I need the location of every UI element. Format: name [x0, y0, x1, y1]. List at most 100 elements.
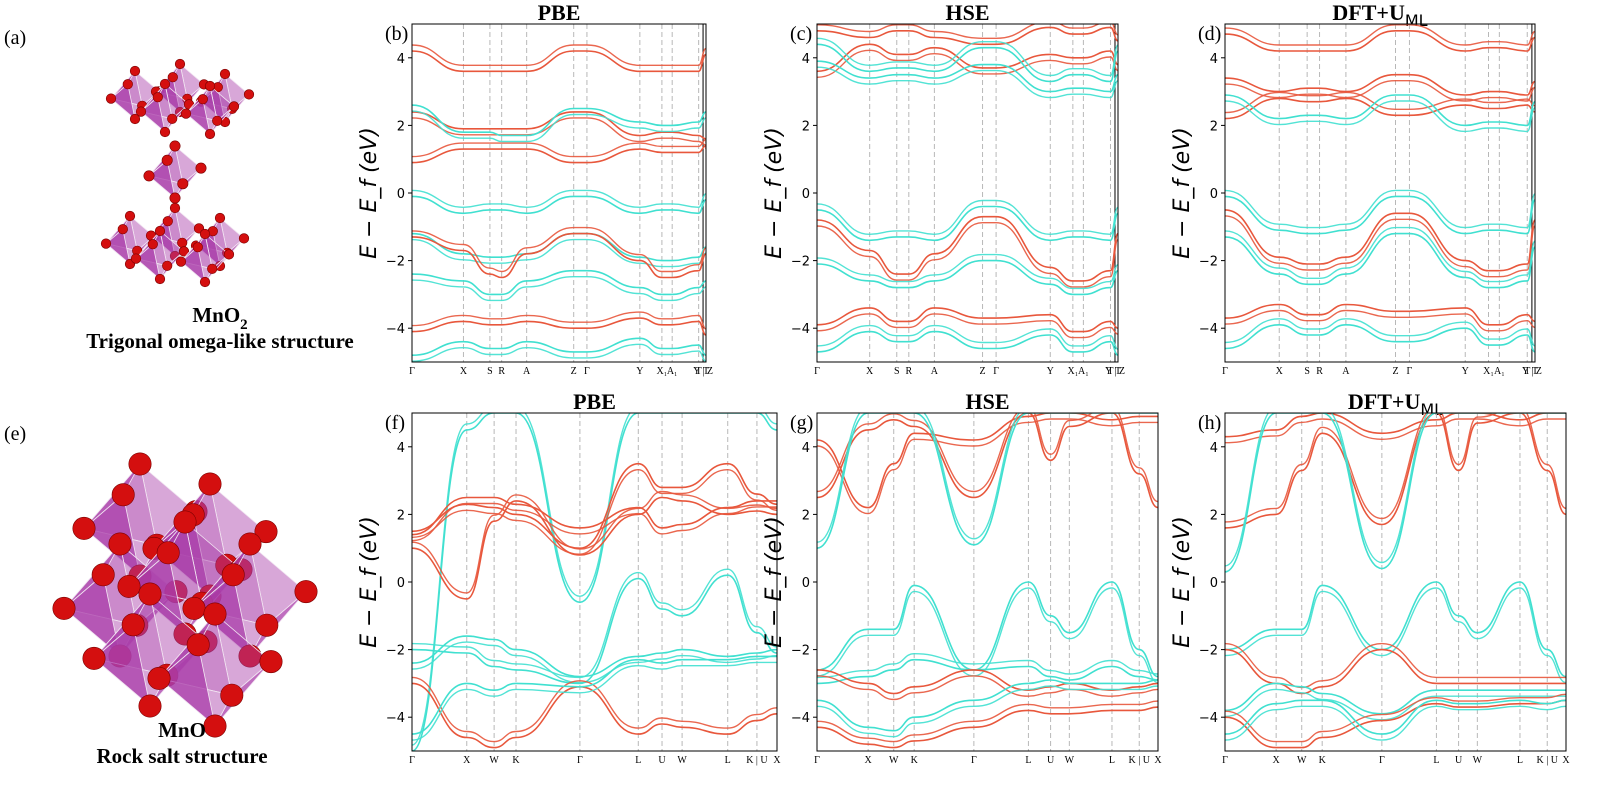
- y-tick-label: −4: [1199, 711, 1218, 726]
- band-down-5-b: [817, 652, 1158, 679]
- kpoint-label: A₁: [667, 366, 678, 377]
- band-lines: [1225, 413, 1566, 749]
- mno2-structure-caption: Trigonal omega-like structure: [86, 329, 354, 353]
- kpoint-label: Γ: [814, 755, 820, 766]
- oxygen-atom: [238, 233, 250, 244]
- oxygen-atom: [228, 101, 240, 112]
- panel-label: (g): [790, 412, 813, 434]
- oxygen-atom: [223, 249, 235, 260]
- y-tick-label: −2: [386, 255, 405, 270]
- y-tick-label: −2: [386, 644, 405, 659]
- oxygen-atom: [159, 78, 171, 90]
- oxygen-atom: [214, 212, 226, 224]
- kpoint-label: U: [1047, 755, 1055, 766]
- kpoint-label: X: [460, 366, 468, 377]
- oxygen-atom: [108, 532, 132, 556]
- oxygen-atom: [203, 714, 227, 738]
- y-tick-label: −4: [791, 711, 810, 726]
- band-up-6: [1225, 209, 1535, 272]
- band-up-7-b: [412, 676, 777, 743]
- band-down-4-b: [817, 587, 1158, 684]
- oxygen-atom: [105, 93, 117, 104]
- band-up-7: [412, 232, 706, 279]
- oxygen-atom: [130, 253, 142, 264]
- kpoint-label: T: [703, 366, 709, 377]
- kpoint-label: K | U: [746, 755, 768, 766]
- oxygen-atom: [128, 452, 152, 476]
- band-up-9: [412, 317, 706, 336]
- band-up-3: [412, 144, 706, 164]
- band-up-1: [412, 50, 706, 73]
- oxygen-atom: [124, 210, 136, 222]
- kpoint-label: W: [1473, 755, 1483, 766]
- band-down-1: [412, 413, 777, 751]
- band-down-7-b: [817, 253, 1118, 290]
- oxygen-atom: [162, 216, 173, 227]
- kpoint-label: W: [889, 755, 899, 766]
- band-up-6-b: [817, 221, 1118, 288]
- oxygen-atom: [154, 273, 166, 285]
- y-axis-label: E − E_f (eV): [762, 127, 787, 259]
- y-tick-label: 2: [397, 119, 405, 134]
- kpoint-label: Γ: [1222, 366, 1228, 377]
- oxygen-atom: [143, 170, 155, 182]
- kpoint-label: A: [523, 366, 531, 377]
- band-up-8: [817, 307, 1118, 333]
- kpoint-label: K | U: [1129, 755, 1151, 766]
- band-down-4: [412, 104, 706, 137]
- y-tick-label: −2: [791, 644, 810, 659]
- band-up-3-b: [1225, 91, 1535, 114]
- band-up-7: [412, 682, 777, 749]
- oxygen-atom: [117, 224, 128, 235]
- band-down-4: [817, 60, 1118, 93]
- kpoint-label: W: [1065, 755, 1075, 766]
- kpoint-label: Z: [571, 366, 577, 377]
- band-up-1-b: [412, 44, 706, 67]
- oxygen-atom: [129, 65, 141, 77]
- band-down-4-b: [817, 66, 1118, 99]
- band-up-8: [1225, 303, 1535, 326]
- band-down-8-b: [412, 661, 777, 741]
- kpoint-label: Y | Z: [1522, 366, 1542, 377]
- y-tick-label: 2: [397, 508, 405, 523]
- y-tick-label: 4: [397, 52, 405, 67]
- mno2-structure-image: [100, 58, 255, 288]
- band-up-4: [412, 496, 777, 536]
- kpoint-label: X: [1273, 755, 1281, 766]
- oxygen-atom: [204, 80, 216, 92]
- band-up-2-b: [412, 117, 706, 146]
- kpoint-label: L: [1517, 755, 1523, 766]
- kpoint-label: K | U: [1537, 755, 1559, 766]
- oxygen-atom: [199, 228, 211, 240]
- oxygen-atom: [204, 128, 216, 140]
- band-up-6-b: [817, 675, 1158, 701]
- kpoint-label: S: [487, 366, 493, 377]
- band-down-9: [1225, 323, 1535, 353]
- octahedron-face: [105, 228, 131, 266]
- y-axis-label: E − E_f (eV): [357, 127, 382, 259]
- mno-structure-image: [52, 452, 318, 738]
- band-up-3: [1225, 97, 1535, 120]
- y-tick-label: 0: [802, 576, 810, 591]
- band-down-5: [817, 658, 1158, 685]
- oxygen-atom: [254, 520, 278, 544]
- oxygen-atom: [255, 613, 279, 637]
- oxygen-atom: [199, 276, 211, 288]
- kpoint-label: R: [1316, 366, 1323, 377]
- kpoint-label: Γ: [971, 755, 977, 766]
- band-up-2-b: [1225, 79, 1535, 102]
- band-down-6-b: [1225, 688, 1566, 721]
- band-down-8: [1225, 699, 1566, 735]
- oxygen-atom: [174, 58, 186, 70]
- band-down-5: [817, 205, 1118, 242]
- kpoint-label: Z: [1392, 366, 1398, 377]
- kpoint-label: T: [1107, 366, 1113, 377]
- oxygen-atom: [138, 694, 162, 718]
- oxygen-atom: [52, 596, 76, 620]
- kpoint-label: R: [905, 366, 912, 377]
- octahedron-face: [93, 624, 151, 708]
- mno2-formula: MnO2: [192, 303, 247, 333]
- band-down-7: [1225, 232, 1535, 289]
